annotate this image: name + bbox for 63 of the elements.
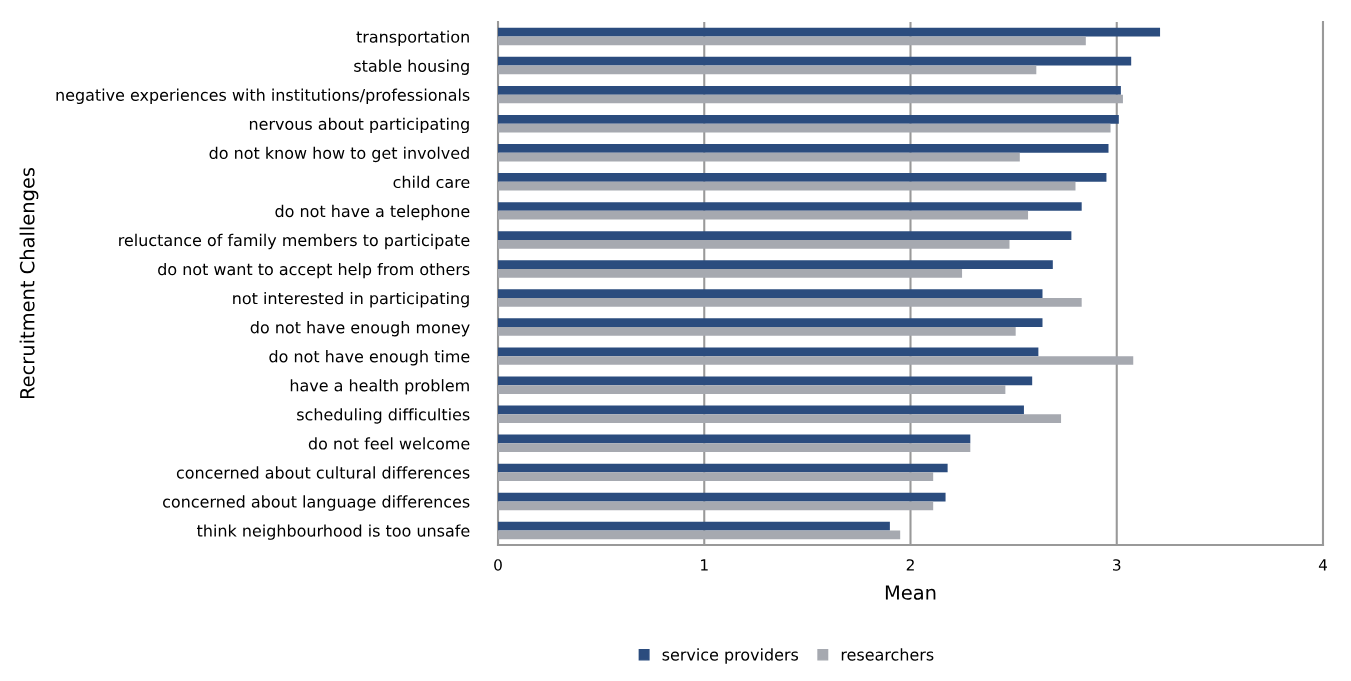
bar bbox=[498, 260, 1053, 269]
y-tick-label: do not have enough money bbox=[250, 321, 470, 337]
y-tick-label: do not have enough time bbox=[269, 350, 470, 366]
y-tick-label: concerned about cultural differences bbox=[176, 466, 470, 479]
bar bbox=[498, 85, 1121, 95]
x-tick-label: 4 bbox=[1318, 559, 1327, 571]
bar bbox=[498, 231, 1072, 240]
bar bbox=[498, 202, 1082, 211]
bar bbox=[498, 210, 1029, 220]
y-tick-label: negative experiences with institutions/professionals bbox=[56, 88, 470, 105]
bar bbox=[498, 268, 963, 278]
bar bbox=[498, 434, 971, 444]
legend-label: service providers bbox=[662, 648, 799, 664]
x-tick-label: 2 bbox=[906, 559, 914, 571]
bar bbox=[498, 530, 901, 540]
y-tick-label: have a health problem bbox=[290, 379, 469, 395]
y-tick-label: reluctance of family members to participate bbox=[119, 233, 470, 250]
legend-label: researchers bbox=[841, 648, 934, 661]
x-tick-label: 3 bbox=[1113, 559, 1121, 571]
bar bbox=[498, 463, 948, 473]
bar bbox=[498, 94, 1123, 104]
bar bbox=[498, 318, 1043, 328]
bar bbox=[498, 327, 1016, 336]
y-tick-label: stable housing bbox=[354, 59, 469, 75]
y-tick-label: nervous about participating bbox=[249, 117, 469, 134]
bar bbox=[498, 152, 1020, 162]
bar bbox=[498, 347, 1039, 357]
y-tick-label: do not have a telephone bbox=[275, 204, 470, 221]
bar bbox=[498, 521, 890, 531]
bar bbox=[498, 472, 934, 482]
y-tick-label: think neighbourhood is too unsafe bbox=[197, 524, 470, 540]
y-axis-title: Recruitment Challenges bbox=[19, 167, 39, 399]
bar bbox=[498, 36, 1086, 46]
bar bbox=[498, 501, 934, 511]
bar bbox=[498, 144, 1109, 153]
bar bbox=[498, 27, 1161, 37]
bar bbox=[498, 114, 1119, 124]
y-tick-label: not interested in participating bbox=[233, 291, 469, 308]
y-tick-label: child care bbox=[393, 175, 470, 189]
bar bbox=[498, 385, 1006, 394]
bar bbox=[498, 65, 1037, 75]
bar bbox=[498, 356, 1134, 365]
x-axis-title: Mean bbox=[885, 585, 936, 600]
y-tick-label: concerned about language differences bbox=[163, 495, 470, 511]
y-tick-label: do not feel welcome bbox=[308, 437, 470, 450]
bar bbox=[498, 56, 1132, 66]
bar bbox=[498, 405, 1024, 415]
y-tick-label: do not know how to get involved bbox=[209, 146, 469, 163]
bar bbox=[498, 289, 1043, 299]
bar bbox=[498, 239, 1010, 249]
bar bbox=[498, 298, 1082, 307]
bar bbox=[498, 414, 1062, 423]
y-tick-label: transportation bbox=[356, 30, 469, 46]
bar bbox=[498, 173, 1107, 182]
bar bbox=[498, 492, 946, 502]
bar bbox=[498, 181, 1076, 191]
y-tick-label: do not want to accept help from others bbox=[158, 262, 470, 279]
bar bbox=[498, 443, 971, 453]
x-tick-label: 0 bbox=[494, 559, 502, 571]
bar bbox=[498, 376, 1033, 386]
y-tick-label: scheduling difficulties bbox=[297, 408, 470, 424]
bar bbox=[498, 123, 1111, 133]
x-tick-label: 1 bbox=[701, 559, 708, 571]
